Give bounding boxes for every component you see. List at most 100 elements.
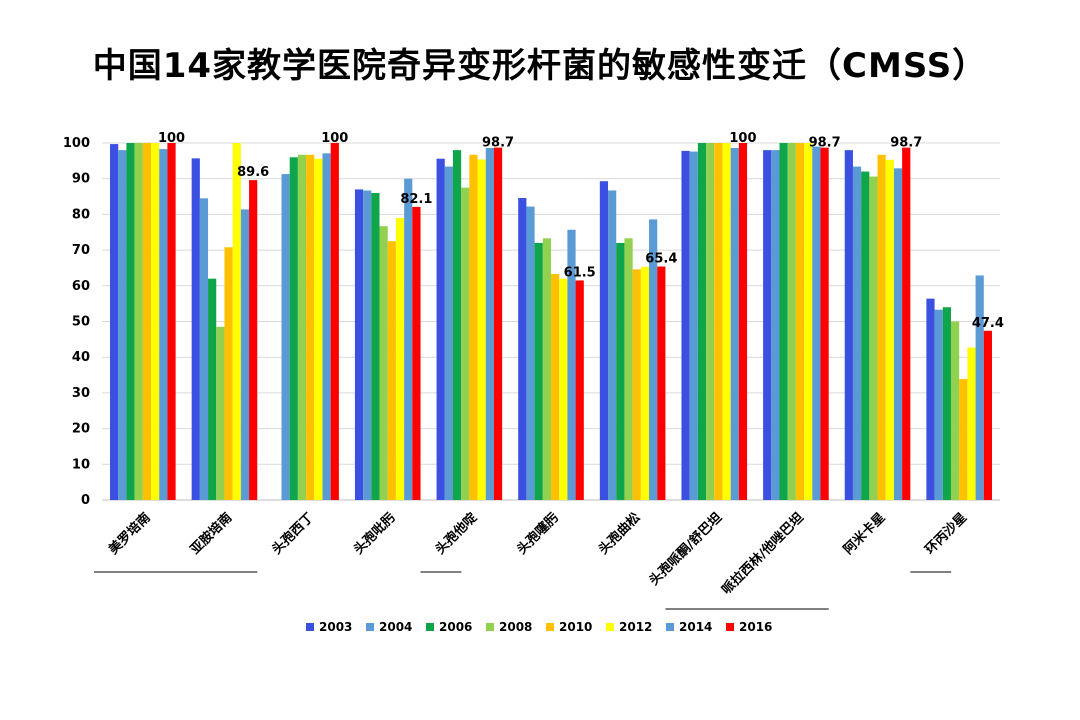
bar bbox=[730, 147, 739, 501]
legend-label: 2016 bbox=[739, 620, 772, 634]
bar bbox=[738, 143, 748, 500]
x-tick-label: 哌拉西林/他唑巴坦 bbox=[719, 510, 807, 598]
data-label: 98.7 bbox=[482, 136, 514, 151]
bar bbox=[722, 143, 731, 500]
x-tick-label: 阿米卡星 bbox=[840, 510, 888, 558]
legend-label: 2003 bbox=[319, 620, 352, 634]
bar bbox=[314, 158, 323, 500]
y-tick-label: 0 bbox=[81, 493, 90, 508]
bar bbox=[559, 278, 568, 500]
data-label: 100 bbox=[321, 131, 348, 146]
bar bbox=[697, 143, 707, 500]
y-tick-label: 80 bbox=[72, 207, 90, 222]
legend-swatch bbox=[726, 623, 734, 631]
data-label: 47.4 bbox=[972, 316, 1004, 331]
bar bbox=[812, 146, 821, 500]
legend-label: 2010 bbox=[559, 620, 592, 634]
legend-swatch bbox=[546, 623, 554, 631]
bar bbox=[640, 266, 650, 500]
legend-swatch bbox=[306, 623, 314, 631]
bar bbox=[142, 143, 152, 500]
bar bbox=[110, 144, 119, 501]
bar bbox=[763, 150, 772, 500]
bar bbox=[404, 178, 413, 500]
y-tick-label: 30 bbox=[72, 386, 90, 401]
bar bbox=[363, 190, 372, 500]
bar bbox=[632, 269, 641, 500]
bar bbox=[289, 157, 298, 500]
bar bbox=[779, 143, 788, 500]
bar bbox=[436, 158, 445, 500]
bar bbox=[567, 229, 576, 500]
bar bbox=[975, 275, 984, 500]
bar bbox=[950, 321, 960, 500]
bar bbox=[167, 143, 176, 500]
bar bbox=[151, 143, 160, 500]
chart-title: 中国14家教学医院奇异变形杆菌的敏感性变迁（CMSS） bbox=[92, 46, 988, 86]
bar bbox=[240, 209, 250, 501]
x-tick-label: 头孢他啶 bbox=[432, 510, 480, 558]
bar bbox=[681, 150, 690, 500]
bar bbox=[477, 159, 486, 500]
data-label: 98.7 bbox=[809, 136, 841, 151]
bar bbox=[689, 151, 698, 500]
bar bbox=[787, 143, 796, 500]
bar bbox=[493, 147, 503, 501]
bar bbox=[649, 219, 658, 500]
bar bbox=[885, 159, 894, 501]
bar bbox=[159, 149, 168, 500]
bar bbox=[191, 158, 200, 500]
bar bbox=[844, 150, 853, 500]
x-tick-label: 头孢哌酮/舒巴坦 bbox=[646, 510, 725, 589]
data-label: 89.6 bbox=[237, 165, 269, 180]
data-label: 98.7 bbox=[890, 136, 922, 151]
x-tick-label: 头孢西丁 bbox=[269, 510, 317, 558]
y-tick-label: 100 bbox=[63, 136, 90, 151]
bar bbox=[820, 147, 829, 501]
bar bbox=[216, 326, 225, 500]
y-tick-label: 40 bbox=[72, 350, 90, 365]
y-tick-label: 60 bbox=[72, 279, 90, 294]
bar bbox=[118, 150, 127, 500]
bar bbox=[575, 280, 584, 500]
bar bbox=[412, 206, 421, 500]
bar bbox=[852, 166, 862, 500]
legend-label: 2012 bbox=[619, 620, 652, 634]
bar bbox=[942, 307, 951, 500]
bar bbox=[224, 247, 233, 500]
legend-swatch bbox=[426, 623, 434, 631]
bar bbox=[706, 143, 715, 500]
bar bbox=[354, 189, 364, 500]
bar bbox=[518, 197, 527, 500]
bar bbox=[861, 171, 870, 500]
bar bbox=[395, 217, 405, 500]
x-tick-label: 头孢曲松 bbox=[595, 510, 643, 558]
bar bbox=[469, 154, 478, 500]
data-label: 100 bbox=[729, 131, 756, 146]
bar bbox=[983, 330, 992, 500]
bar bbox=[452, 150, 462, 500]
legend-swatch bbox=[366, 623, 374, 631]
bar bbox=[297, 154, 307, 500]
legend-swatch bbox=[666, 623, 674, 631]
y-tick-label: 50 bbox=[72, 315, 90, 330]
bar bbox=[967, 347, 976, 500]
bar bbox=[869, 176, 878, 501]
data-label: 82.1 bbox=[400, 192, 432, 207]
bar bbox=[893, 168, 903, 501]
bar bbox=[714, 143, 723, 500]
bar bbox=[902, 147, 911, 501]
bar bbox=[804, 143, 813, 500]
bar bbox=[322, 153, 331, 500]
y-tick-label: 70 bbox=[72, 243, 90, 258]
bar bbox=[616, 242, 625, 500]
y-tick-label: 90 bbox=[72, 172, 90, 187]
bar bbox=[208, 278, 217, 500]
bar bbox=[444, 166, 453, 500]
legend-label: 2008 bbox=[499, 620, 532, 634]
bar bbox=[542, 238, 551, 500]
bar bbox=[461, 187, 470, 500]
bar bbox=[387, 241, 396, 501]
bar bbox=[371, 192, 380, 501]
data-label: 100 bbox=[158, 131, 185, 146]
